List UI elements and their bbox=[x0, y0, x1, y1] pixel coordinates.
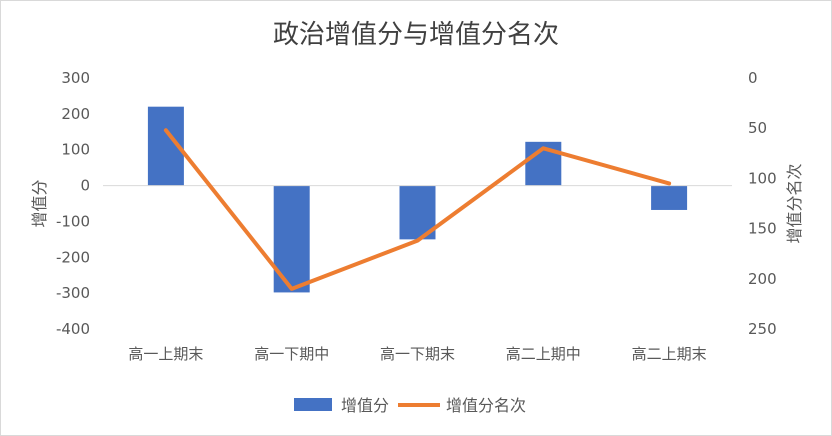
left-tick-label: 300 bbox=[61, 69, 90, 87]
left-tick-label: 200 bbox=[61, 105, 90, 123]
right-axis-ticks: 0 50 100 150 200 250 bbox=[748, 69, 777, 338]
left-tick-label: -300 bbox=[56, 284, 90, 302]
right-tick-label: 250 bbox=[748, 320, 777, 338]
category-label: 高一下期末 bbox=[380, 345, 455, 363]
bar bbox=[273, 185, 310, 293]
right-tick-label: 50 bbox=[748, 119, 767, 137]
left-tick-label: -100 bbox=[56, 212, 90, 230]
category-label: 高二上期中 bbox=[506, 345, 581, 363]
right-tick-label: 200 bbox=[748, 270, 777, 288]
right-axis-title: 增值分名次 bbox=[785, 163, 804, 243]
category-labels: 高一上期末 高一下期中 高一下期末 高二上期中 高二上期末 bbox=[128, 345, 706, 363]
left-tick-label: 0 bbox=[80, 177, 90, 195]
right-tick-label: 100 bbox=[748, 169, 777, 187]
legend-bar-swatch bbox=[294, 398, 332, 411]
bar bbox=[651, 185, 688, 210]
left-axis-title: 增值分 bbox=[30, 179, 49, 227]
left-tick-label: -200 bbox=[56, 248, 90, 266]
rank-line bbox=[163, 128, 672, 291]
category-label: 高一下期中 bbox=[254, 345, 329, 363]
right-tick-label: 150 bbox=[748, 220, 777, 238]
left-axis-ticks: 300 200 100 0 -100 -200 -300 -400 bbox=[56, 69, 90, 338]
right-tick-label: 0 bbox=[748, 69, 758, 87]
legend: 增值分 增值分名次 bbox=[294, 396, 526, 415]
legend-bar-label: 增值分 bbox=[341, 396, 389, 415]
line-series bbox=[163, 128, 672, 291]
left-tick-label: -400 bbox=[56, 320, 90, 338]
category-label: 高二上期末 bbox=[632, 345, 707, 363]
bar-series bbox=[147, 106, 688, 293]
left-tick-label: 100 bbox=[61, 141, 90, 159]
legend-line-label: 增值分名次 bbox=[446, 396, 526, 415]
chart-title: 政治增值分与增值分名次 bbox=[272, 20, 559, 50]
category-label: 高一上期末 bbox=[128, 345, 203, 363]
